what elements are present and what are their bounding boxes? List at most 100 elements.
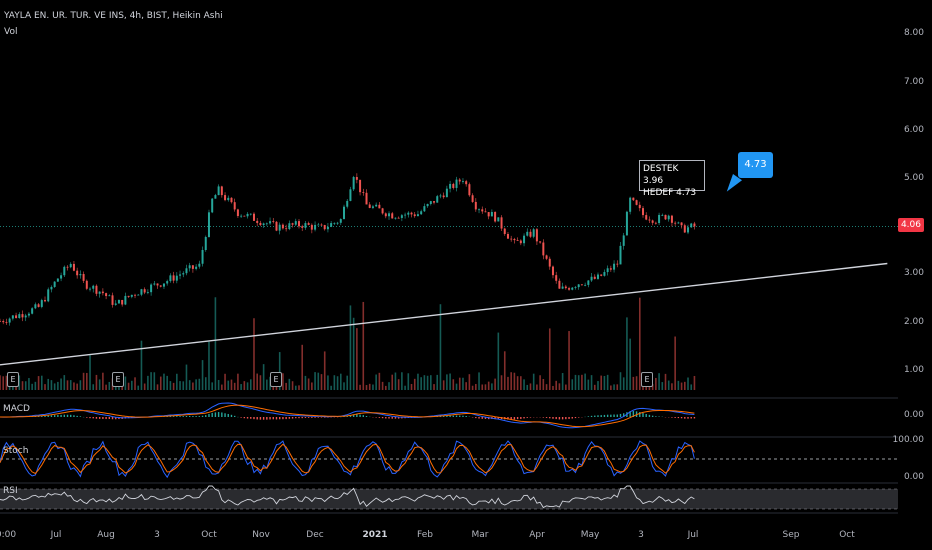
volume-bar: [532, 373, 535, 390]
volume-bar: [153, 372, 156, 390]
candle-body: [468, 184, 471, 196]
volume-bar: [217, 379, 220, 390]
candle-body: [79, 274, 82, 276]
volume-bar: [552, 385, 554, 390]
time-tick: Jul: [50, 530, 62, 540]
macd-histogram-bar: [651, 415, 654, 417]
volume-bar: [690, 384, 693, 390]
time-tick: 0:00: [0, 530, 17, 540]
volume-bar: [95, 374, 98, 390]
volume-bar: [458, 377, 461, 390]
target-callout[interactable]: 4.73: [738, 152, 773, 178]
volume-bar: [423, 375, 426, 390]
macd-histogram-bar: [629, 411, 631, 417]
macd-histogram-bar: [459, 415, 461, 417]
macd-histogram-bar: [105, 417, 107, 420]
time-tick: Oct: [201, 530, 217, 540]
macd-histogram-bar: [513, 417, 516, 420]
macd-histogram-bar: [262, 417, 265, 420]
earnings-badge[interactable]: E: [112, 372, 124, 387]
support-target-note[interactable]: DESTEK 3.96 HEDEF 4.73: [639, 160, 705, 198]
macd-histogram-bar: [246, 417, 249, 419]
macd-histogram-bar: [275, 417, 278, 420]
candle-body: [474, 201, 477, 210]
candle-body: [349, 189, 352, 201]
volume-bar: [658, 373, 660, 390]
macd-histogram-bar: [597, 415, 599, 417]
candle-body: [478, 209, 481, 211]
volume-bar: [307, 378, 310, 390]
candle-body: [461, 181, 464, 182]
candle-body: [150, 284, 153, 293]
volume-bar: [47, 378, 50, 390]
macd-histogram-bar: [603, 414, 606, 417]
volume-bar: [336, 376, 339, 390]
macd-signal-line: [0, 404, 695, 428]
volume-bar: [558, 383, 561, 390]
macd-histogram-bar: [671, 417, 673, 418]
volume-bar: [330, 385, 332, 390]
volume-bar: [526, 384, 529, 390]
candle-body: [259, 222, 262, 226]
volume-bar: [40, 375, 43, 390]
candle-body: [596, 274, 599, 279]
earnings-badge[interactable]: E: [7, 372, 19, 387]
volume-bar: [616, 384, 619, 390]
volume-bar: [282, 373, 284, 390]
candle-body: [638, 204, 641, 209]
earnings-badge[interactable]: E: [641, 372, 653, 387]
candle-body: [281, 224, 284, 229]
note-target-text: HEDEF 4.73: [643, 188, 697, 198]
volume-bar: [555, 380, 557, 390]
candle-body: [381, 208, 384, 214]
macd-histogram-bar: [269, 417, 271, 420]
candle-body: [204, 236, 207, 250]
macd-histogram-bar: [523, 417, 525, 419]
volume-bar: [356, 328, 358, 390]
candle-body: [590, 276, 593, 281]
macd-histogram-bar: [195, 416, 197, 417]
volume-bar: [124, 376, 127, 390]
candle-body: [72, 263, 75, 271]
volume-bar: [150, 372, 152, 390]
volume-bar: [156, 384, 159, 390]
volume-bar: [365, 385, 368, 390]
macd-histogram-bar: [574, 417, 577, 419]
candle-body: [60, 275, 63, 279]
macd-histogram-bar: [76, 415, 78, 417]
candle-body: [561, 286, 564, 289]
volume-bar: [452, 379, 455, 390]
candle-body: [252, 213, 255, 221]
earnings-badge[interactable]: E: [270, 372, 282, 387]
candle-body: [648, 219, 651, 221]
candle-body: [690, 223, 693, 228]
volume-bar: [21, 381, 24, 390]
macd-histogram-bar: [179, 416, 181, 417]
volume-bar: [413, 378, 416, 390]
macd-histogram-bar: [346, 415, 348, 417]
candle-body: [246, 213, 249, 217]
volume-bar: [182, 381, 185, 390]
candle-body: [143, 289, 146, 293]
volume-bar: [66, 380, 69, 390]
candle-body: [606, 268, 609, 273]
candle-body: [458, 179, 461, 182]
volume-bar: [632, 376, 635, 390]
candle-body: [371, 206, 374, 208]
volume-bar: [674, 336, 676, 390]
price-tick: 1.00: [903, 365, 924, 375]
macd-histogram-bar: [616, 414, 618, 417]
macd-histogram-bar: [307, 417, 310, 418]
macd-histogram-bar: [253, 417, 255, 420]
candle-body: [667, 215, 670, 220]
candle-body: [56, 278, 59, 282]
volume-bar: [561, 373, 564, 390]
macd-histogram-bar: [555, 417, 557, 420]
rsi-band: [0, 489, 898, 509]
candle-body: [333, 222, 336, 224]
macd-tick: 0.00: [903, 410, 924, 420]
stoch-tick: 0.00: [903, 472, 924, 482]
volume-bar: [436, 374, 439, 390]
macd-histogram-bar: [285, 417, 287, 420]
